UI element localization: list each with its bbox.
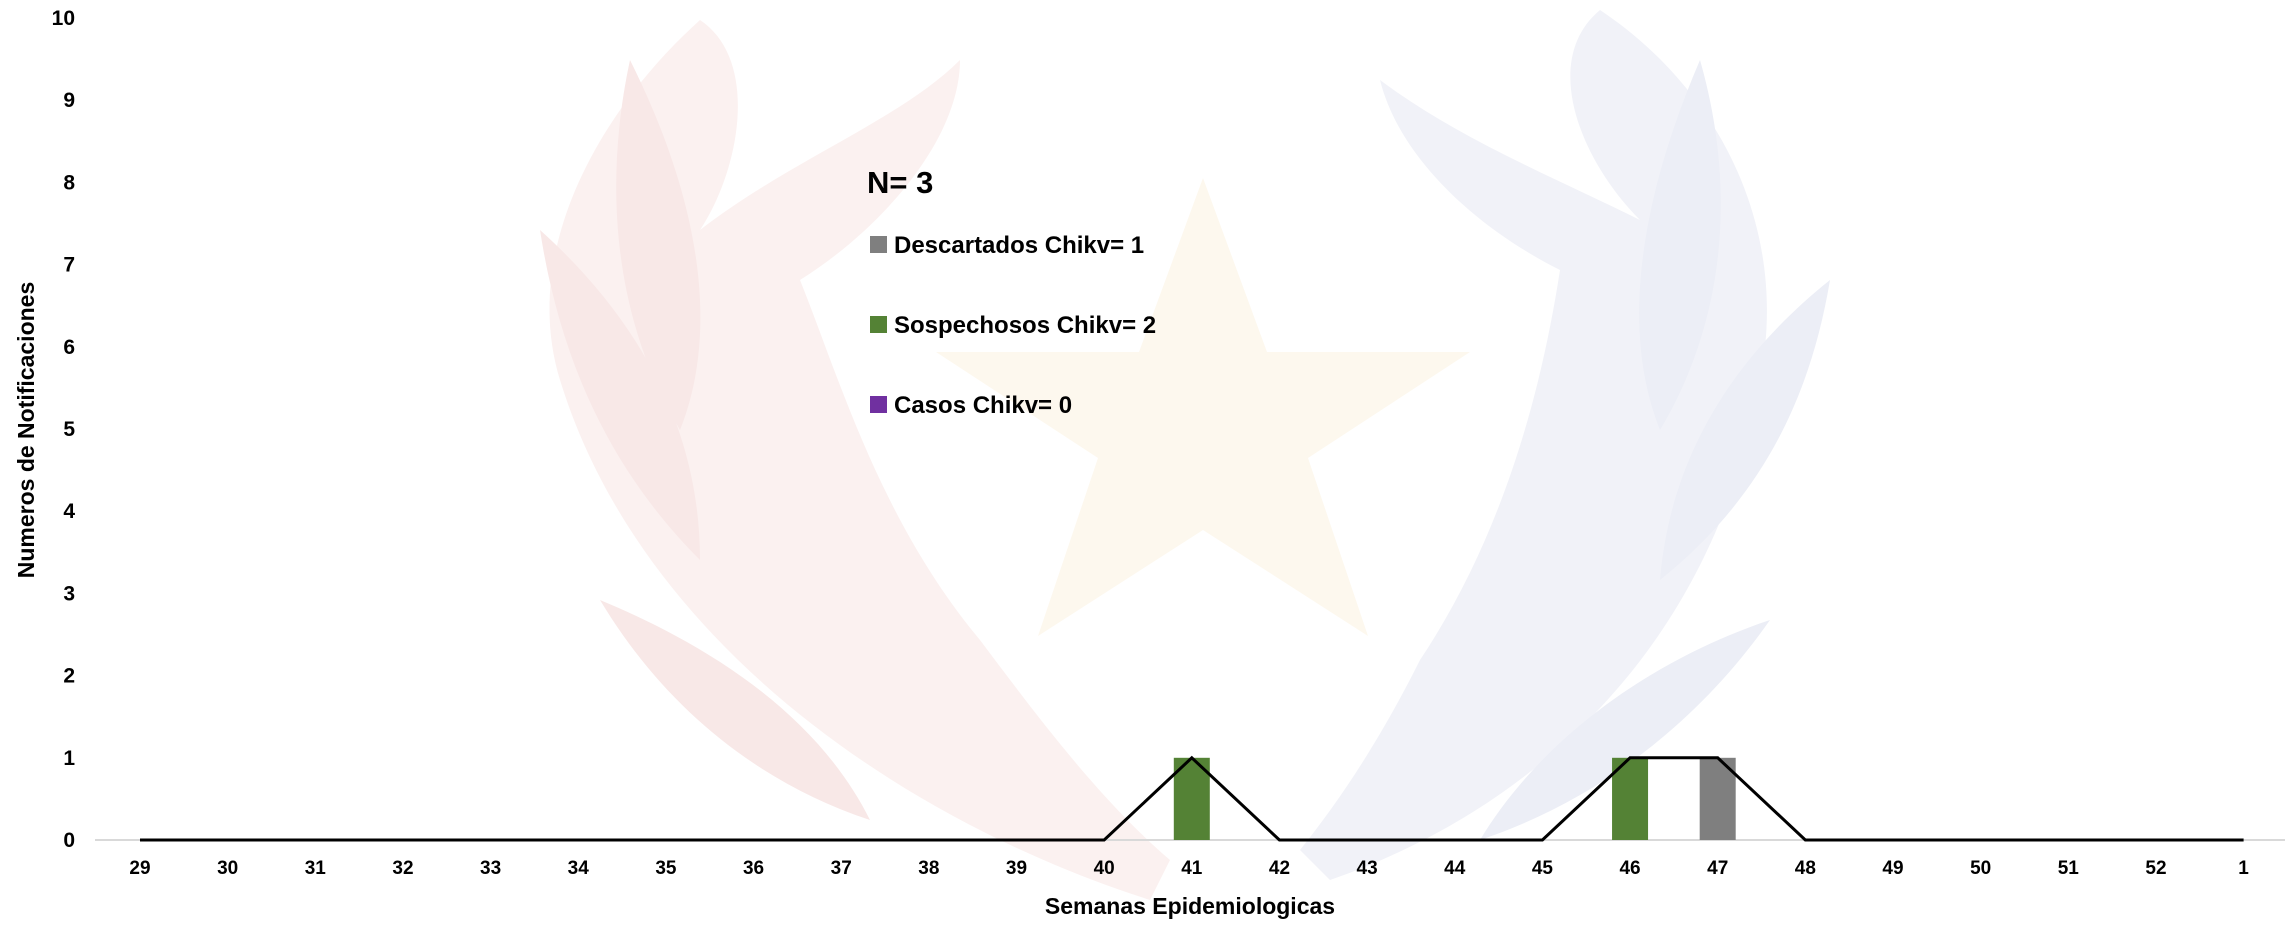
y-tick-label: 5 [63,418,75,441]
watermark-right-leaves [1480,60,1830,840]
legend-header: N= 3 [867,165,933,200]
y-tick-label: 1 [63,747,75,770]
x-tick-label: 42 [1269,858,1290,879]
legend-swatch [870,396,887,413]
x-tick-label: 43 [1357,858,1378,879]
x-tick-label: 47 [1707,858,1728,879]
watermark-left-branch [549,20,1170,900]
y-tick-label: 3 [63,582,75,605]
legend-swatch [870,236,887,253]
y-tick-label: 0 [63,829,75,852]
y-tick-label: 10 [52,7,75,30]
x-tick-label: 29 [129,858,150,879]
x-tick-label: 34 [568,858,590,879]
plot-area [95,755,2285,842]
y-tick-label: 4 [63,500,75,523]
bar [1612,757,1649,840]
bar [1699,757,1736,840]
x-tick-label: 38 [918,858,939,879]
x-tick-label: 33 [480,858,501,879]
x-tick-label: 49 [1882,858,1903,879]
legend-swatch [870,316,887,333]
y-axis-title: Numeros de Notificaciones [13,282,39,579]
series-line [140,755,2244,842]
x-tick-label: 48 [1795,858,1816,879]
x-tick-label: 40 [1094,858,1115,879]
x-tick-label: 52 [2145,858,2166,879]
x-tick-label: 51 [2058,858,2080,879]
legend-label: Casos Chikv= 0 [894,392,1072,419]
x-tick-label: 37 [831,858,852,879]
x-tick-label: 46 [1619,858,1640,879]
y-tick-label: 7 [63,254,75,277]
y-tick-label: 9 [63,89,75,112]
x-tick-label: 30 [217,858,238,879]
x-tick-label: 1 [2238,858,2249,879]
x-tick-label: 32 [392,858,413,879]
watermark-star [936,178,1470,636]
x-tick-label: 44 [1444,858,1466,879]
y-tick-label: 8 [63,171,75,194]
y-tick-label: 6 [63,336,75,359]
x-tick-label: 36 [743,858,764,879]
x-axis-ticks: 29 30 31 32 33 34 35 36 37 38 39 40 41 42 43 44 45 46 47 48… [129,858,2249,879]
x-tick-label: 31 [305,858,327,879]
watermark-emblem [540,10,1830,900]
x-tick-label: 45 [1532,858,1554,879]
x-tick-label: 41 [1181,858,1203,879]
legend-label: Descartados Chikv= 1 [894,232,1144,259]
x-tick-label: 35 [655,858,677,879]
x-tick-label: 50 [1970,858,1991,879]
bar [1173,757,1210,840]
legend: N= 3 Descartados Chikv= 1 Sospechosos Chi… [867,165,1156,419]
legend-label: Sospechosos Chikv= 2 [894,312,1156,339]
x-axis-title: Semanas Epidemiologicas [1045,893,1335,919]
y-tick-label: 2 [63,665,75,688]
y-axis-ticks: 0 1 2 3 4 5 6 7 8 9 10 [52,7,76,852]
x-tick-label: 39 [1006,858,1027,879]
watermark-left-leaves [540,60,870,820]
